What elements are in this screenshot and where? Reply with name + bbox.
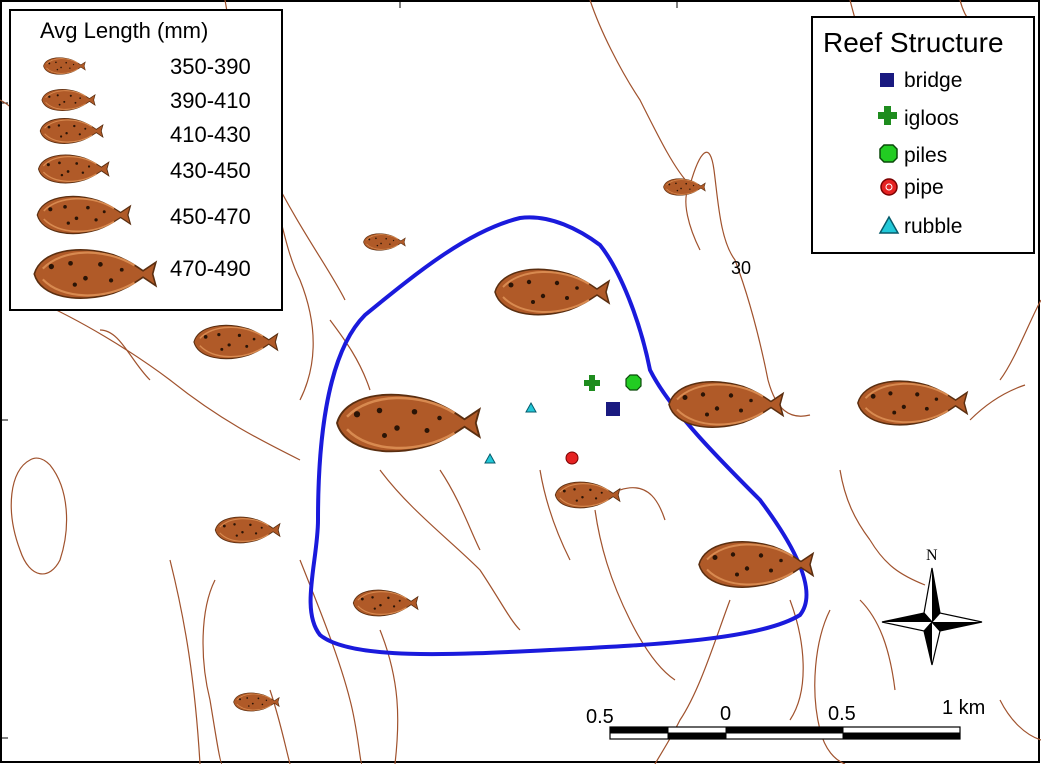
triangle-icon (878, 215, 900, 234)
fish-marker (352, 589, 419, 617)
scale-bar: 0.5 0 0.5 1 km (586, 697, 985, 740)
structure-legend: Reef Structure bridge igloos piles pipe … (811, 16, 1035, 254)
scale-label: 0 (720, 703, 731, 725)
fish-marker (856, 380, 969, 426)
contour-label: 30 (731, 258, 751, 278)
length-class-label: 390-410 (170, 88, 251, 113)
length-class-label: 450-470 (170, 204, 251, 229)
fish-marker (667, 380, 785, 429)
fish-marker (363, 233, 406, 251)
circle-icon (880, 178, 898, 196)
structure-label: rubble (904, 215, 962, 238)
fish-marker (193, 324, 279, 360)
fish-marker (663, 178, 706, 196)
scale-label: 1 km (942, 697, 985, 719)
fish-marker (554, 481, 621, 509)
structure-label: piles (904, 144, 947, 167)
igloos-marker (584, 375, 600, 391)
structure-label: pipe (904, 176, 944, 199)
square-icon (880, 73, 894, 87)
length-class-label: 350-390 (170, 54, 251, 79)
length-class-label: 430-450 (170, 158, 251, 183)
pipe-marker (565, 451, 579, 465)
rubble-marker (484, 452, 496, 464)
fish-markers (193, 178, 969, 712)
piles-marker (625, 374, 642, 391)
fish-marker (697, 540, 815, 589)
scale-label: 0.5 (586, 706, 614, 728)
structure-label: bridge (904, 69, 962, 92)
scale-label: 0.5 (828, 703, 856, 725)
bridge-marker (606, 402, 620, 416)
cross-icon (878, 106, 897, 125)
survey-boundary (308, 215, 809, 657)
structure-label: igloos (904, 107, 959, 130)
fish-marker (335, 393, 481, 453)
reef-structures (484, 374, 642, 465)
fish-marker (214, 516, 281, 544)
north-arrow: N (881, 547, 983, 666)
rubble-marker (525, 401, 537, 413)
length-legend-title: Avg Length (mm) (40, 18, 208, 43)
length-class-label: 470-490 (170, 256, 251, 281)
octagon-icon (879, 144, 898, 163)
structure-legend-title: Reef Structure (823, 27, 1004, 58)
length-legend: Avg Length (mm) 350-390 390-410 410-430 … (9, 9, 283, 311)
length-class-label: 410-430 (170, 122, 251, 147)
north-label: N (926, 547, 938, 564)
fish-marker (494, 268, 610, 316)
